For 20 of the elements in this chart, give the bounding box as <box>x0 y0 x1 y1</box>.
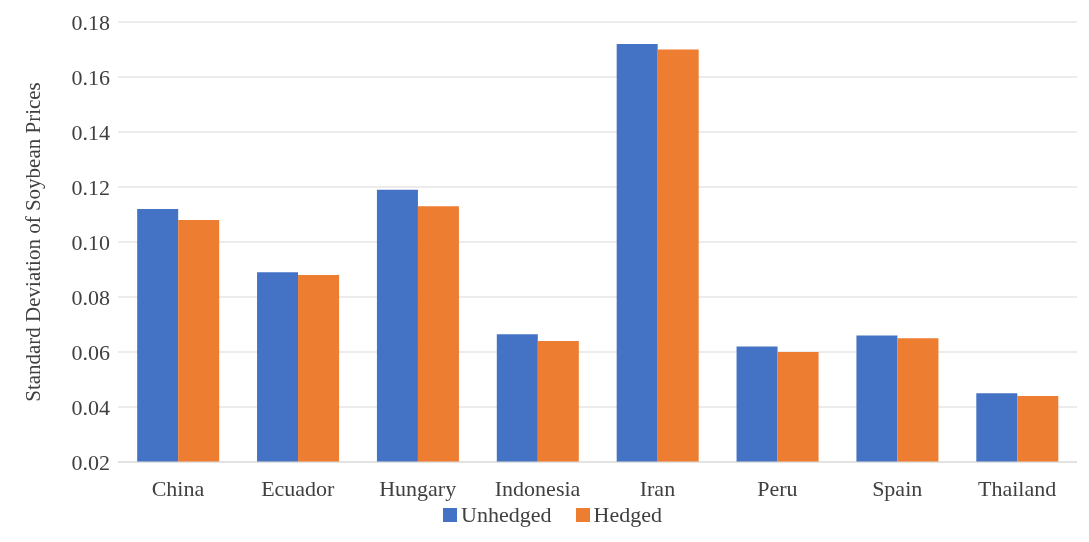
y-tick-label: 0.12 <box>71 174 110 200</box>
x-tick-label: Ecuador <box>261 475 336 501</box>
legend-label: Unhedged <box>461 502 552 528</box>
x-tick-label: Peru <box>757 475 798 501</box>
legend-label: Hedged <box>593 502 662 528</box>
x-tick-label: Spain <box>872 475 923 501</box>
y-tick-label: 0.18 <box>71 9 110 35</box>
y-tick-label: 0.10 <box>71 229 110 255</box>
y-tick-label: 0.02 <box>71 449 110 475</box>
y-axis-title: Standard Deviation of Soybean Prices <box>21 82 46 402</box>
y-tick-label: 0.04 <box>71 394 110 420</box>
y-tick-label: 0.06 <box>71 339 110 365</box>
y-tick-label: 0.16 <box>71 64 110 90</box>
y-tick-label: 0.08 <box>71 284 110 310</box>
x-tick-label: Indonesia <box>494 475 581 501</box>
x-tick-label: China <box>151 475 205 501</box>
x-tick-label: Hungary <box>379 475 457 501</box>
x-tick-label: Iran <box>639 475 676 501</box>
x-tick-label: Thailand <box>977 475 1057 501</box>
y-tick-label: 0.14 <box>71 119 110 145</box>
